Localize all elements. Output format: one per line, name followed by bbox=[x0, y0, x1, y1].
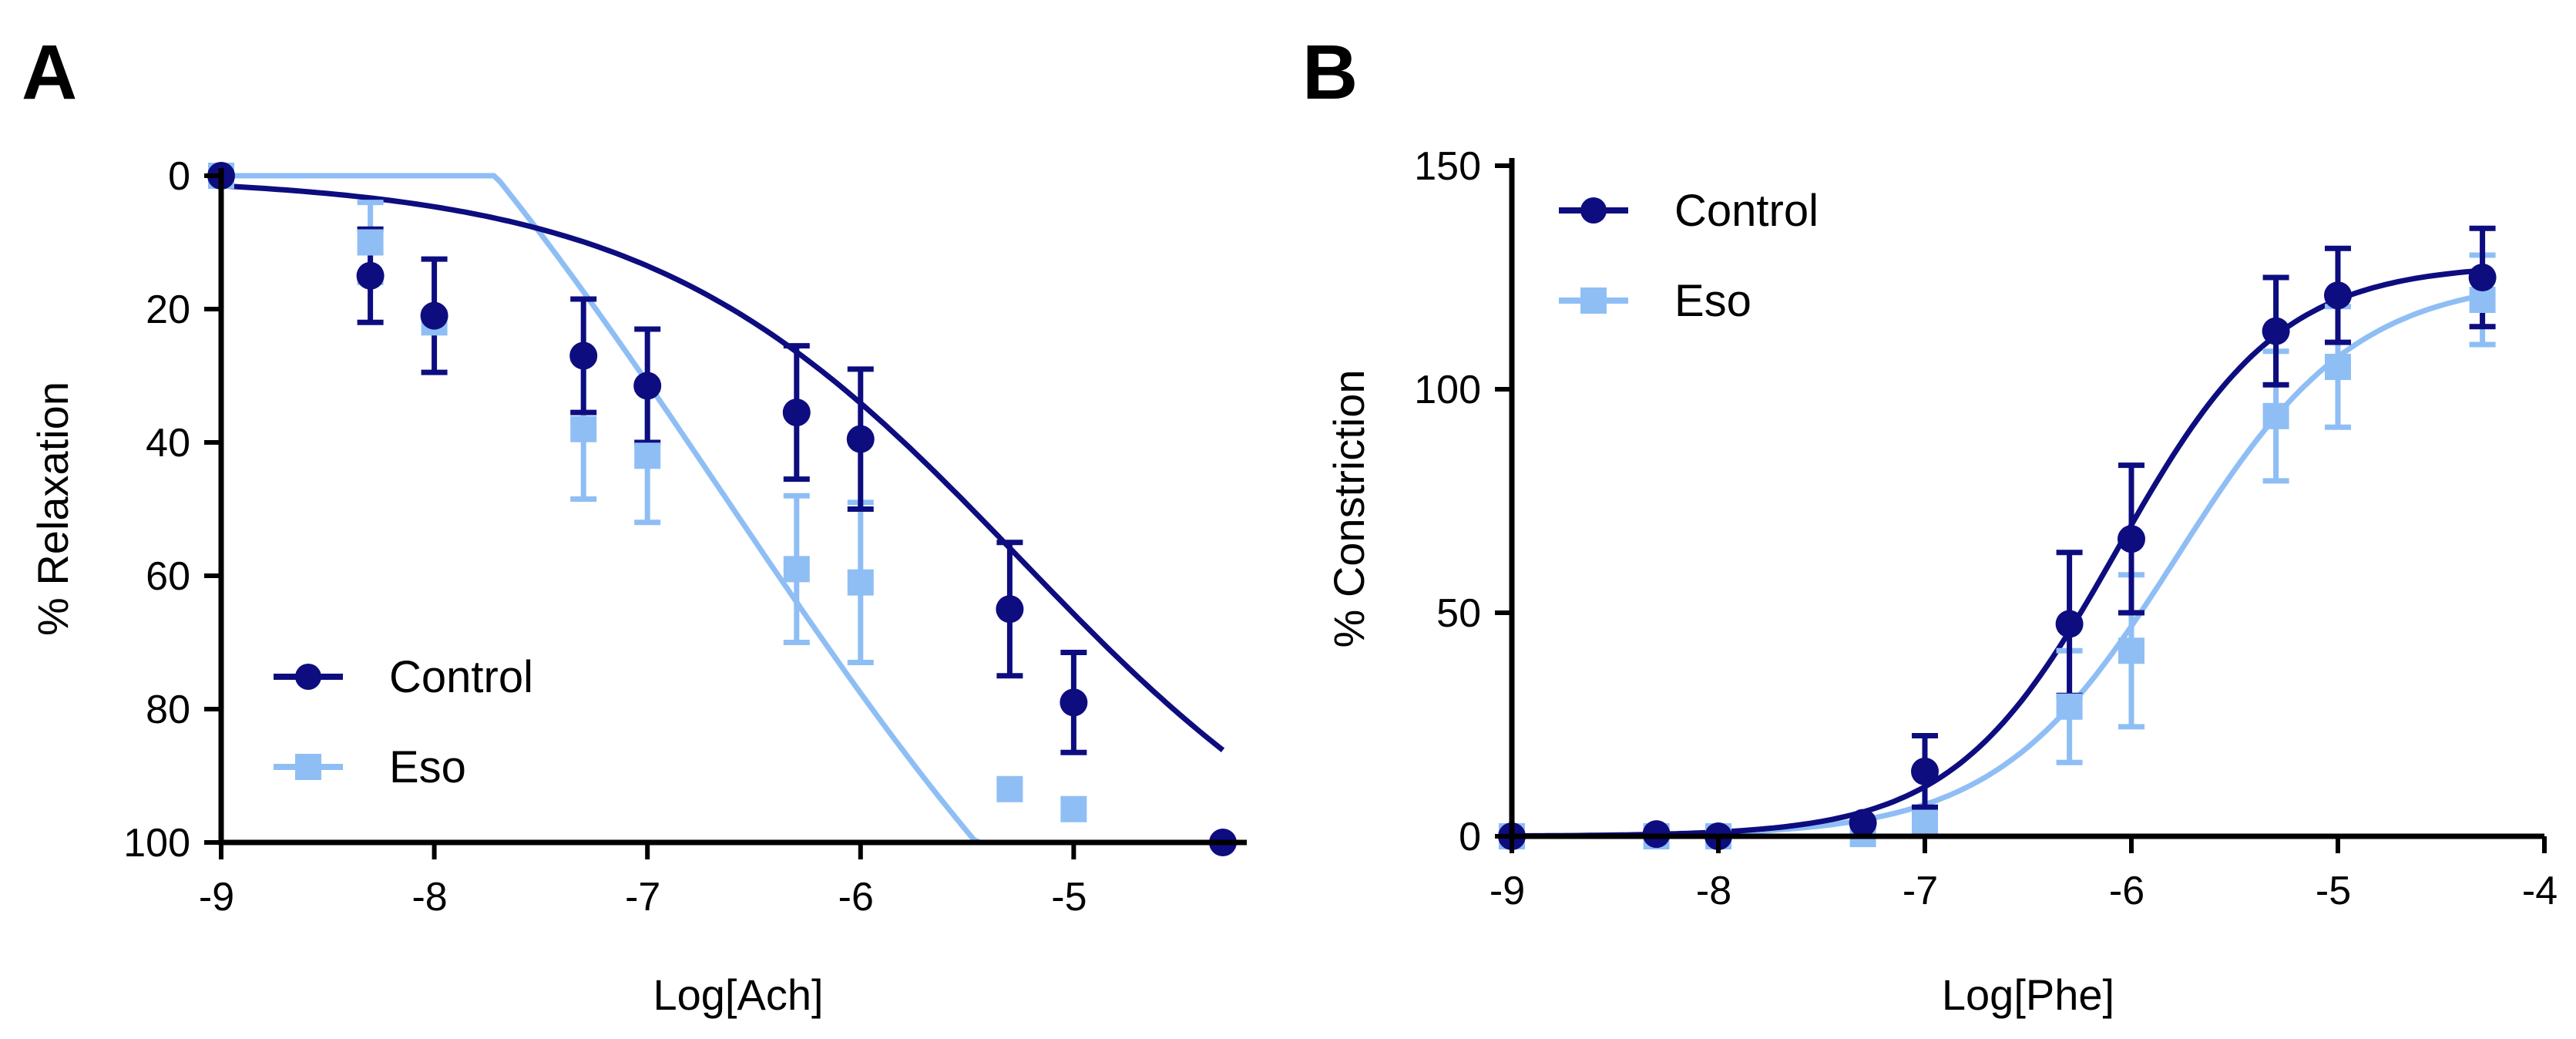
legend-eso-symbol bbox=[1559, 287, 1628, 314]
legend-eso-marker bbox=[295, 754, 321, 780]
eso-data-point bbox=[1912, 809, 1938, 836]
y-tick-label: 100 bbox=[123, 821, 190, 866]
x-tick-label: -7 bbox=[1903, 869, 1938, 913]
panel-a-data-points bbox=[207, 162, 1237, 856]
y-tick-label: 50 bbox=[1436, 591, 1481, 636]
eso-data-point bbox=[783, 556, 810, 583]
panel-b-x-ticks: -9 -8 -7 -6 -5 -4 bbox=[1490, 836, 2558, 913]
eso-data-point bbox=[634, 442, 661, 469]
eso-data-point bbox=[2325, 354, 2351, 380]
panel-letter-a: A bbox=[22, 29, 77, 116]
control-data-point bbox=[356, 261, 385, 290]
y-tick-label: 0 bbox=[168, 154, 190, 199]
x-tick-label: -5 bbox=[1051, 875, 1086, 920]
legend-control-symbol bbox=[1559, 197, 1628, 224]
control-data-point bbox=[2118, 525, 2145, 553]
control-data-point bbox=[1849, 809, 1877, 837]
y-tick-label: 40 bbox=[146, 421, 190, 466]
legend-control-marker bbox=[1580, 197, 1607, 224]
eso-data-point bbox=[570, 415, 597, 442]
panel-a-y-axis-title: % Relaxation bbox=[29, 382, 77, 636]
x-tick-label: -9 bbox=[1490, 869, 1525, 913]
control-data-point bbox=[2468, 264, 2497, 291]
panel-b-y-axis-title: % Constriction bbox=[1325, 369, 1373, 647]
x-tick-label: -9 bbox=[199, 875, 234, 920]
control-data-point bbox=[420, 301, 448, 330]
y-tick-label: 100 bbox=[1414, 368, 1481, 412]
x-tick-label: -6 bbox=[2109, 869, 2144, 913]
x-tick-label: -6 bbox=[838, 875, 874, 920]
legend-control-label: Control bbox=[389, 652, 533, 702]
y-tick-label: 150 bbox=[1414, 144, 1481, 189]
eso-data-point bbox=[996, 775, 1023, 802]
panel-a: A -9 -8 -7 -6 -5 0 20 40 60 80 100 Log[Ach] % Rel… bbox=[22, 29, 1247, 1019]
panel-b: B -9 -8 -7 -6 -5 -4 0 50 100 150 Log[Phe] % Cons… bbox=[1302, 29, 2558, 1019]
control-data-point bbox=[633, 372, 662, 400]
control-data-point bbox=[782, 398, 811, 427]
control-data-point bbox=[1911, 757, 1939, 785]
panel-a-y-ticks: 0 20 40 60 80 100 bbox=[123, 154, 221, 866]
legend-control-symbol bbox=[274, 664, 343, 690]
x-tick-label: -7 bbox=[625, 875, 660, 920]
control-fit-curve bbox=[220, 183, 1225, 752]
y-tick-label: 20 bbox=[146, 287, 190, 332]
panel-letter-b: B bbox=[1302, 29, 1358, 116]
y-tick-label: 80 bbox=[146, 688, 190, 732]
y-tick-label: 60 bbox=[146, 554, 190, 599]
y-tick-label: 0 bbox=[1459, 815, 1481, 859]
legend-eso-label: Eso bbox=[1674, 276, 1751, 326]
control-data-point bbox=[846, 425, 875, 453]
panel-b-axes bbox=[1509, 158, 2544, 839]
legend-control-marker bbox=[295, 664, 321, 690]
control-data-point bbox=[2324, 281, 2352, 310]
control-data-point bbox=[996, 595, 1024, 624]
legend-eso-marker bbox=[1580, 287, 1607, 314]
eso-data-point bbox=[2118, 637, 2144, 664]
control-data-point bbox=[2262, 317, 2290, 345]
panel-b-legend: Control Eso bbox=[1559, 186, 1819, 326]
control-data-point bbox=[2055, 610, 2084, 638]
eso-data-point bbox=[847, 569, 874, 596]
eso-data-point bbox=[1060, 795, 1087, 822]
eso-data-point bbox=[357, 229, 384, 256]
x-tick-label: -5 bbox=[2316, 869, 2351, 913]
legend-control-label: Control bbox=[1674, 186, 1819, 236]
eso-data-point bbox=[2262, 402, 2289, 429]
panel-b-x-axis-title: Log[Phe] bbox=[1942, 970, 2114, 1019]
x-tick-label: -8 bbox=[1696, 869, 1731, 913]
panel-a-x-axis-title: Log[Ach] bbox=[653, 970, 823, 1019]
control-data-point bbox=[569, 341, 598, 370]
x-tick-label: -4 bbox=[2522, 869, 2558, 913]
eso-data-point bbox=[2056, 693, 2083, 720]
control-data-point bbox=[1060, 688, 1088, 717]
legend-eso-label: Eso bbox=[389, 742, 466, 792]
x-tick-label: -8 bbox=[411, 875, 447, 920]
panel-a-legend: Control Eso bbox=[274, 652, 533, 792]
panel-b-y-ticks: 0 50 100 150 bbox=[1414, 144, 1512, 859]
legend-eso-symbol bbox=[274, 754, 343, 780]
panel-a-x-ticks: -9 -8 -7 -6 -5 bbox=[199, 842, 1087, 920]
